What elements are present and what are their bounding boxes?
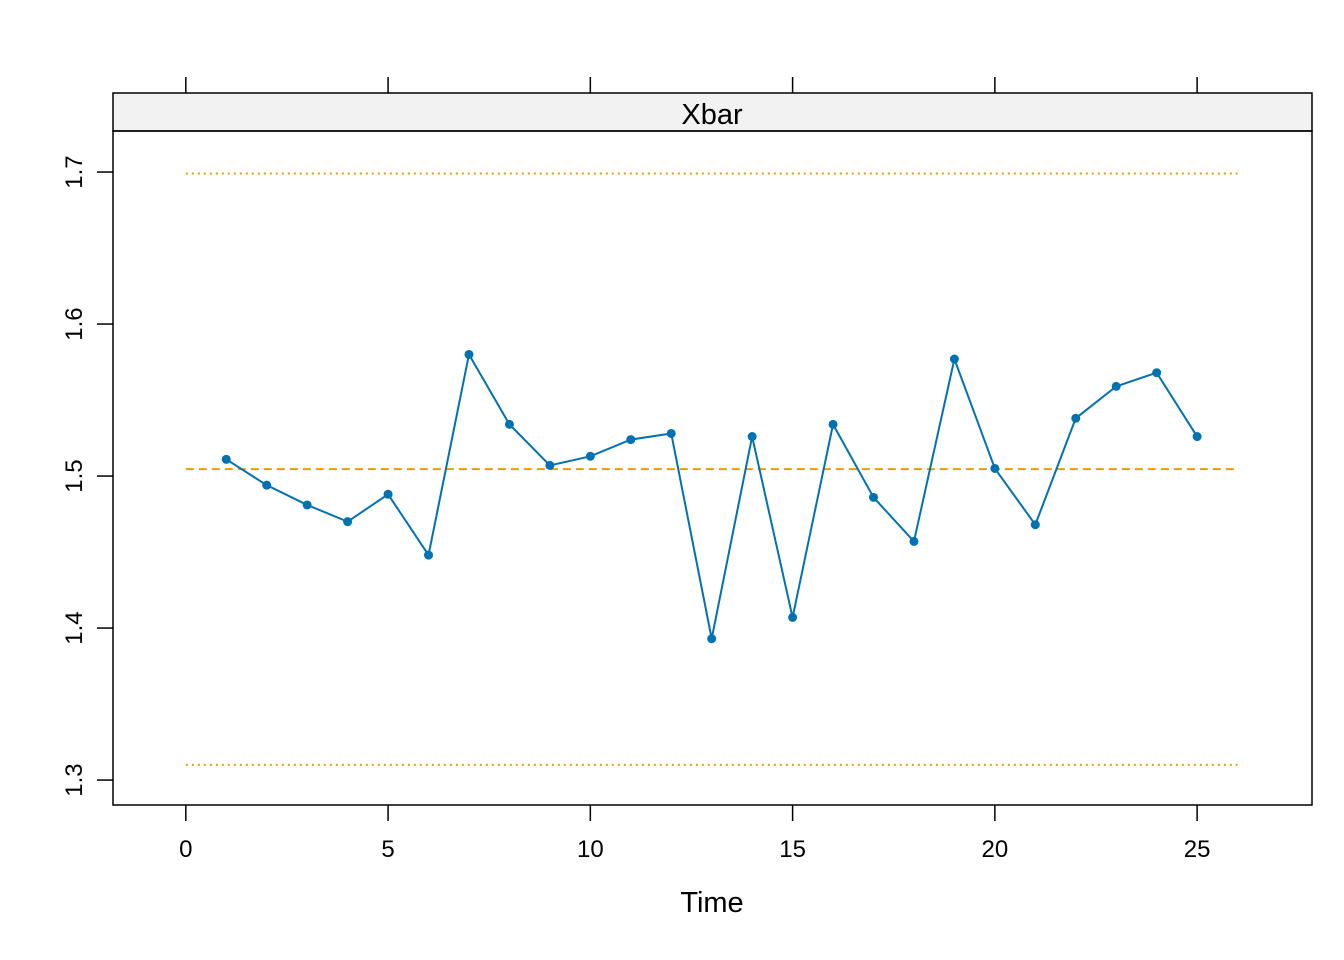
data-point [666, 428, 676, 438]
x-axis-label: Time [680, 887, 743, 919]
data-point [1030, 520, 1040, 530]
y-tick-label: 1.4 [61, 611, 88, 644]
x-tick-label: 0 [179, 836, 192, 863]
data-point [747, 432, 757, 442]
data-point [1192, 432, 1202, 442]
y-tick-label: 1.5 [61, 459, 88, 492]
x-tick-label: 10 [577, 836, 604, 863]
data-point [1071, 413, 1081, 423]
data-point [868, 492, 878, 502]
x-axis: 0 5 10 15 20 25 [179, 77, 1210, 863]
data-point [383, 489, 393, 499]
x-tick-label: 5 [381, 836, 394, 863]
data-point [302, 500, 312, 510]
data-point [707, 634, 717, 644]
strip-header [112, 92, 1313, 132]
data-point [626, 435, 636, 445]
x-tick-label: 25 [1184, 836, 1211, 863]
y-tick-label: 1.6 [61, 307, 88, 340]
data-point [464, 349, 474, 359]
data-point [828, 419, 838, 429]
data-point [343, 517, 353, 527]
data-point [504, 419, 514, 429]
plot-panel [112, 130, 1313, 806]
x-tick-label: 20 [982, 836, 1009, 863]
x-tick-label: 15 [779, 836, 806, 863]
data-point [262, 480, 272, 490]
data-point [585, 451, 595, 461]
data-point [221, 454, 231, 464]
y-axis: 1.3 1.4 1.5 1.6 1.7 [61, 155, 113, 797]
data-point [909, 536, 919, 546]
data-point [788, 612, 798, 622]
y-tick-label: 1.3 [61, 763, 88, 796]
data-point [545, 460, 555, 470]
series-layer [221, 349, 1202, 644]
data-point [990, 463, 1000, 473]
reference-lines [185, 172, 1238, 766]
data-point [424, 550, 434, 560]
data-point [1152, 368, 1162, 378]
strip-title: Xbar [681, 99, 743, 131]
data-point [1111, 381, 1121, 391]
y-tick-label: 1.7 [61, 155, 88, 188]
data-point [949, 354, 959, 364]
